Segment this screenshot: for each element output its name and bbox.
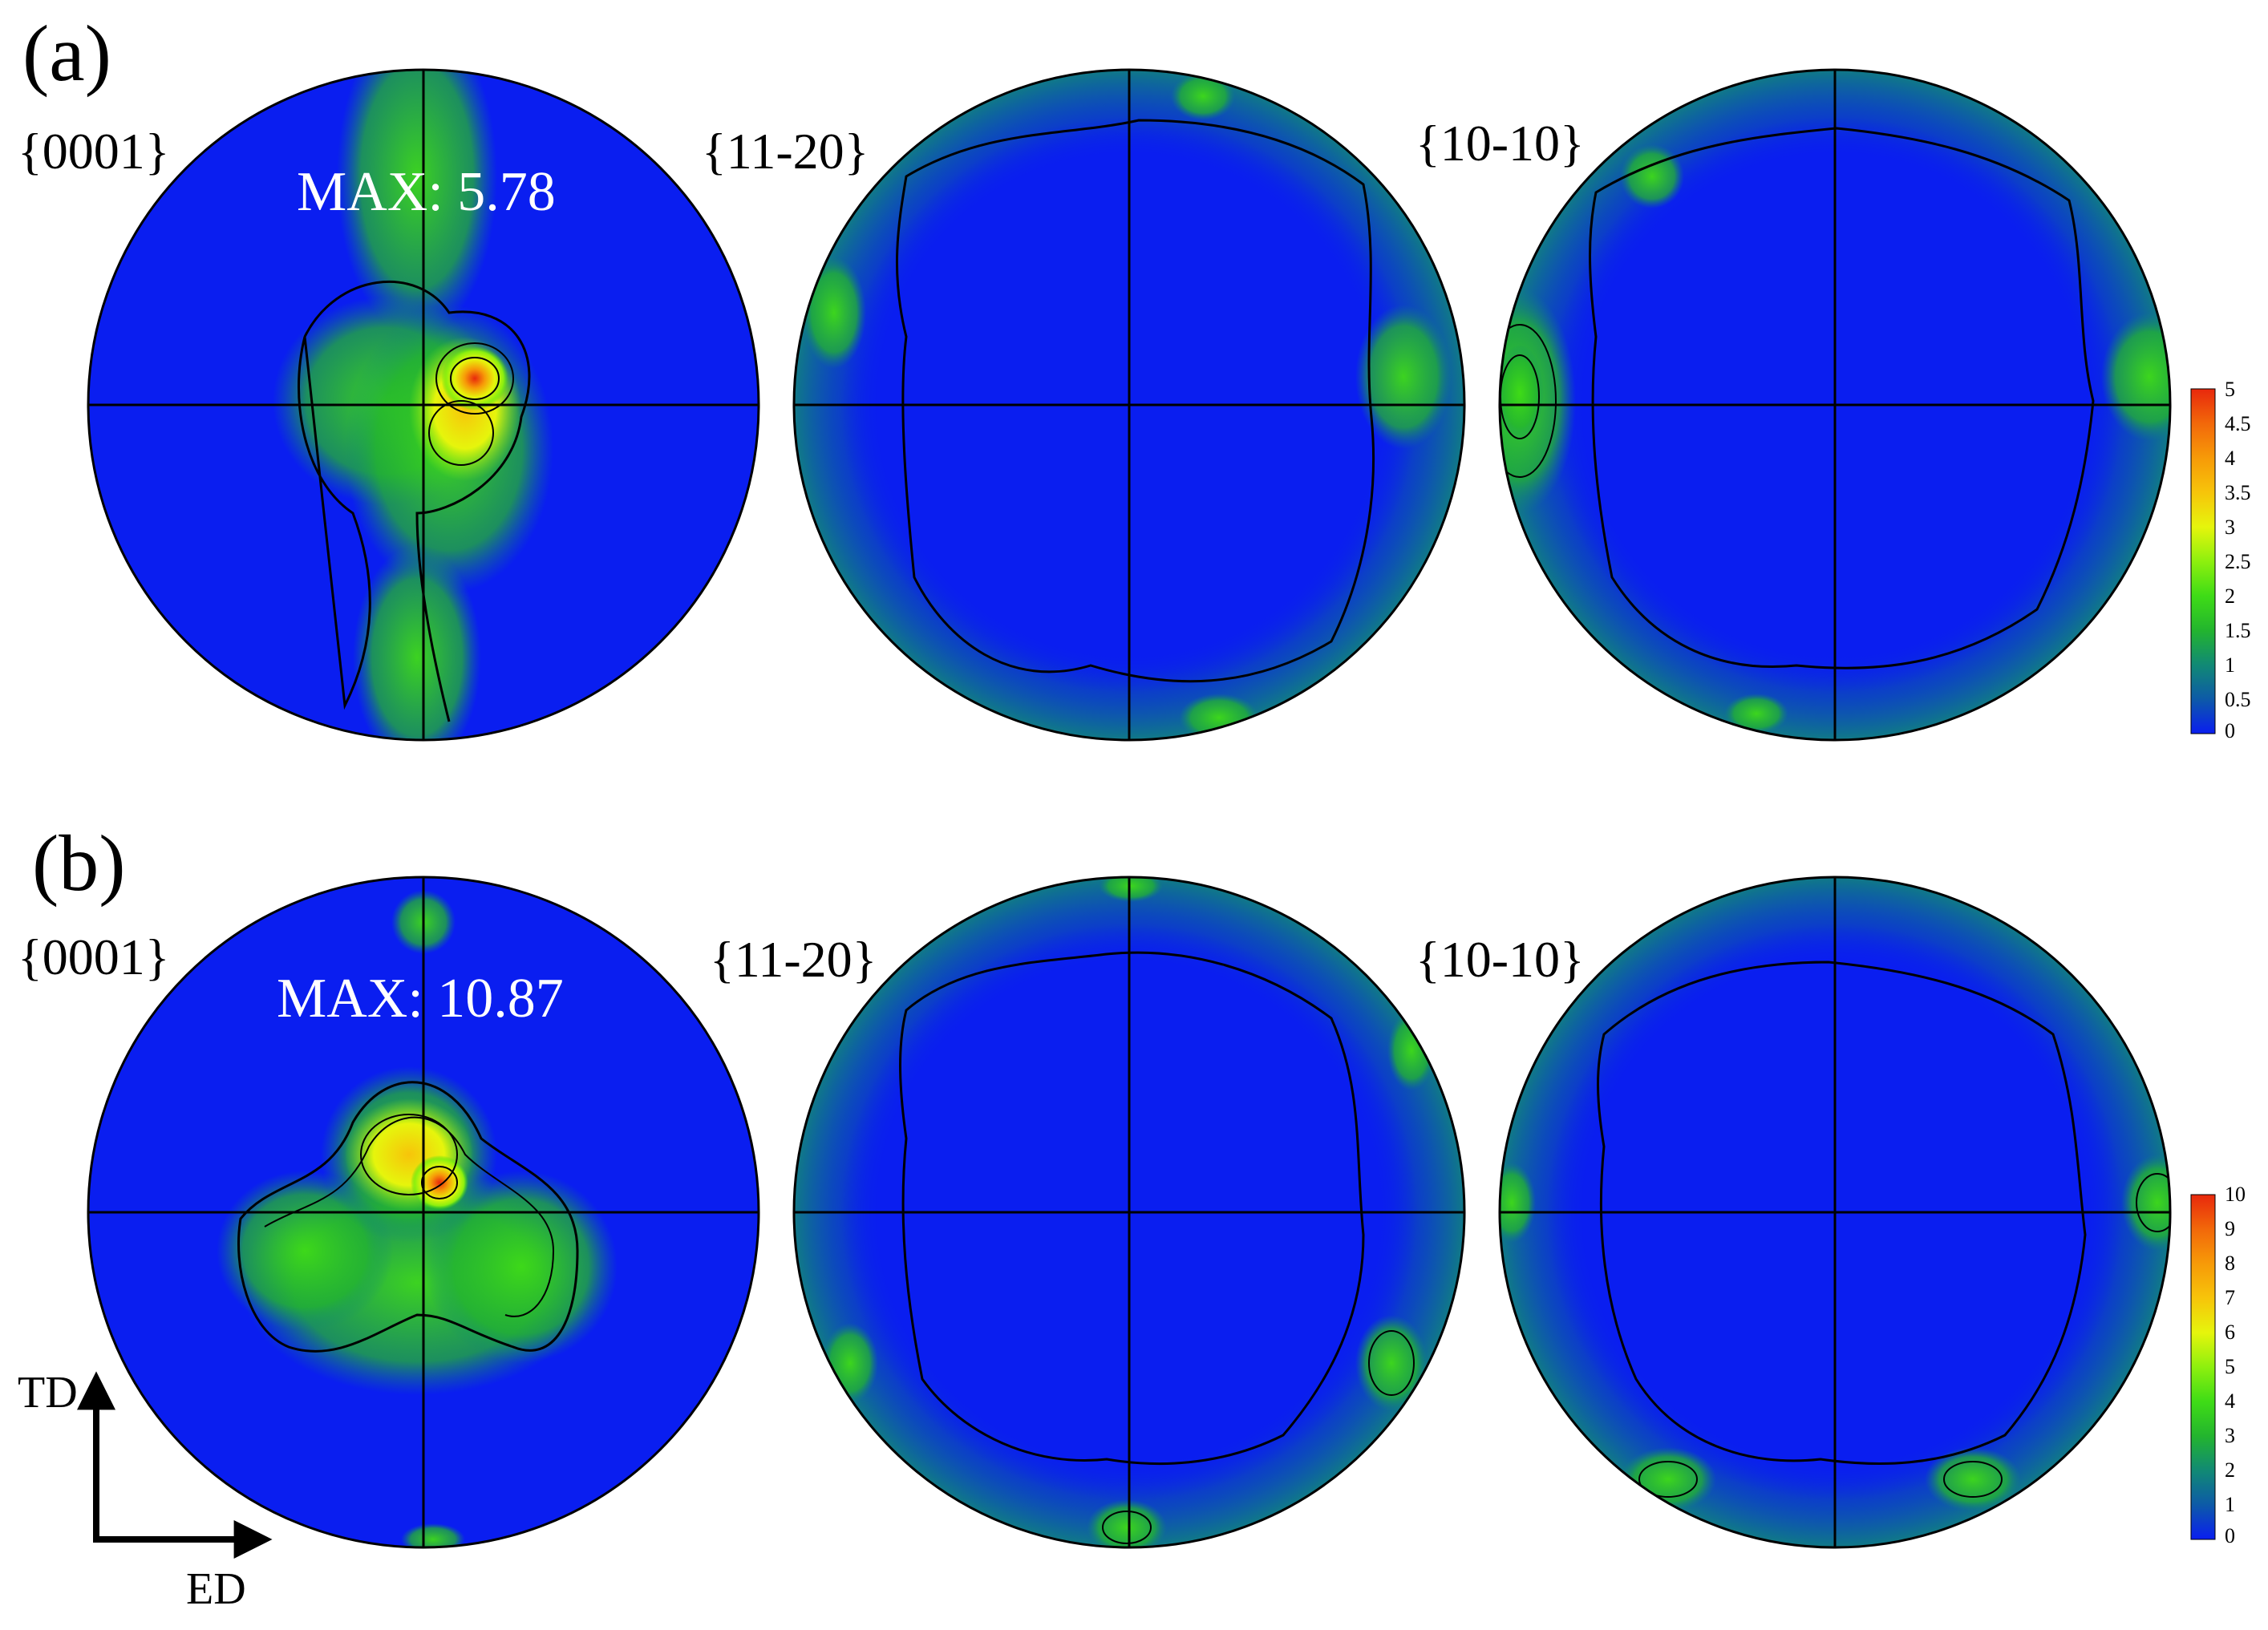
panel-b-letter: (b)	[32, 819, 126, 908]
colorbar-b-tick: 0	[2225, 1524, 2235, 1547]
colorbar-b-tick: 3	[2225, 1424, 2235, 1447]
colorbar-a-tick: 0.5	[2225, 688, 2251, 711]
td-label: TD	[18, 1368, 78, 1418]
colorbar-a	[2190, 388, 2216, 734]
pole-label-b-0001: {0001}	[18, 928, 169, 985]
colorbar-a-tick: 3.5	[2225, 481, 2251, 504]
pole-figure-a-0001	[87, 68, 760, 742]
pole-figure-b-11-20	[792, 876, 1466, 1549]
colorbar-b-tick: 10	[2225, 1183, 2246, 1206]
colorbar-a-tick: 3	[2225, 516, 2235, 539]
pole-figure-b-10-10	[1498, 876, 2172, 1549]
colorbar-a-tick: 0	[2225, 719, 2235, 742]
colorbar-b-tick: 7	[2225, 1286, 2235, 1309]
max-label-b: MAX: 10.87	[277, 968, 564, 1029]
pole-label-a-0001: {0001}	[18, 123, 169, 180]
colorbar-b-tick: 1	[2225, 1493, 2235, 1516]
colorbar-b-tick: 6	[2225, 1321, 2235, 1344]
colorbar-a-tick: 1.5	[2225, 619, 2251, 642]
pole-figure-b-0001	[87, 876, 760, 1549]
colorbar-b	[2190, 1194, 2216, 1540]
pole-figure-a-10-10	[1498, 68, 2172, 742]
colorbar-b-tick: 2	[2225, 1458, 2235, 1482]
pole-figure-a-11-20	[792, 68, 1466, 742]
colorbar-b-tick: 9	[2225, 1217, 2235, 1240]
colorbar-a-tick: 4	[2225, 447, 2235, 470]
colorbar-a-tick: 5	[2225, 378, 2235, 401]
colorbar-a-tick: 4.5	[2225, 412, 2251, 435]
colorbar-b-tick: 5	[2225, 1355, 2235, 1378]
pole-label-b-10-10: {10-10}	[1415, 931, 1585, 988]
colorbar-b-ticks: 10 9 8 7 6 5 4 3 2 1 0	[2225, 1183, 2246, 1547]
colorbar-b-tick: 8	[2225, 1252, 2235, 1275]
panel-a-letter: (a)	[22, 9, 111, 98]
axis-arrows	[77, 1371, 273, 1559]
pole-label-a-10-10: {10-10}	[1415, 115, 1585, 172]
ed-label: ED	[186, 1564, 246, 1614]
colorbar-b-tick: 4	[2225, 1389, 2235, 1413]
pole-label-a-11-20: {11-20}	[702, 123, 869, 180]
pole-label-b-11-20: {11-20}	[710, 931, 877, 988]
colorbar-a-tick: 1	[2225, 653, 2235, 677]
colorbar-a-ticks: 5 4.5 4 3.5 3 2.5 2 1.5 1 0.5 0	[2225, 378, 2251, 742]
colorbar-a-tick: 2.5	[2225, 550, 2251, 573]
max-label-a: MAX: 5.78	[297, 161, 556, 223]
colorbar-a-tick: 2	[2225, 584, 2235, 608]
